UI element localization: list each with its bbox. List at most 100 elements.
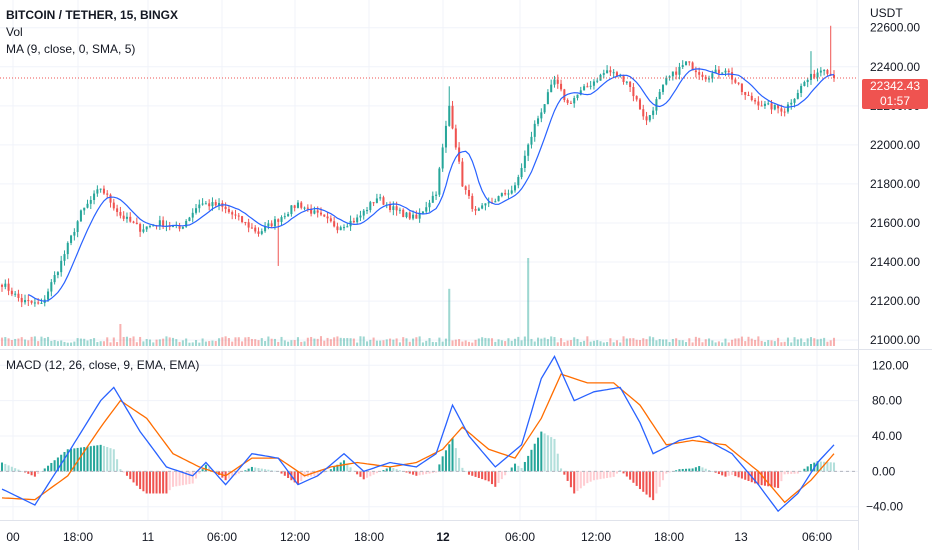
macd-histogram-bar [356,471,359,475]
volume-bar [30,336,33,346]
volume-bar [566,340,569,346]
volume-bar [4,337,7,346]
volume-legend[interactable]: Vol [6,25,23,39]
macd-histogram-bar [708,470,711,472]
candle-body [139,224,142,232]
macd-tick-label: 40.00 [872,429,902,443]
macd-histogram-bar [247,468,250,472]
volume-bar [816,339,819,346]
volume-bar [43,338,46,346]
candle-body [500,193,503,197]
macd-histogram-bar [398,470,401,472]
candle-body [231,212,234,215]
volume-bar [507,338,510,346]
macd-histogram-bar [336,464,339,472]
macd-histogram-bar [188,471,191,485]
macd-histogram-bar [342,460,346,472]
volume-bar [537,337,540,346]
macd-histogram-bar [481,471,484,480]
candle-body [543,104,546,113]
candle-body [7,283,10,291]
candle-body [99,188,102,190]
volume-bar [270,338,273,346]
candle-body [218,202,221,206]
candle-body [79,210,82,222]
candle-body [86,203,89,208]
macd-histogram-bar [484,471,487,481]
macd-histogram-bar [694,467,697,472]
candle-body [684,61,688,66]
candle-body [579,90,582,95]
candle-body [395,206,398,211]
volume-bar [319,336,323,346]
candle-body [204,203,207,205]
candle-body [533,123,536,137]
candle-body [171,225,175,227]
macd-histogram-bar [803,468,806,472]
candle-body [428,202,431,208]
macd-histogram-bar [477,471,480,478]
candle-body [162,220,165,227]
currency-label[interactable]: USDT [870,6,903,20]
macd-histogram-bar [629,471,632,480]
candle-body [375,198,378,203]
volume-bar [254,339,257,346]
volume-bar [158,339,161,346]
candle-body [638,99,641,110]
macd-histogram-bar [609,471,612,478]
symbol-title[interactable]: BITCOIN / TETHER, 15, BINGX [6,8,179,22]
candle-body [691,62,694,71]
candle-body [30,300,33,303]
macd-histogram-bar [592,471,595,481]
volume-bar [510,340,513,346]
volume-bar [527,258,530,346]
macd-legend[interactable]: MACD (12, 26, close, 9, EMA, EMA) [6,358,200,372]
macd-histogram-bar [79,447,82,472]
volume-bar [645,339,648,346]
candle-body [655,99,658,111]
macd-histogram-bar [352,470,355,472]
candle-body [181,226,184,229]
candle-body [287,214,290,217]
candle-body [714,69,717,74]
macd-histogram-bar [569,471,572,488]
macd-histogram-bar [435,471,438,473]
macd-histogram-bar [244,470,247,472]
volume-bar [701,342,704,346]
volume-bar [306,337,309,346]
macd-histogram-bar [24,471,27,473]
candle-body [602,73,605,75]
macd-histogram-bar [777,471,780,488]
macd-histogram-bar [250,466,253,472]
volume-bar [550,336,553,346]
ma-legend[interactable]: MA (9, close, 0, SMA, 5) [6,42,136,56]
candle-body [474,208,477,211]
macd-histogram-bar [50,462,53,472]
volume-bar [27,340,30,346]
macd-histogram-bar [704,468,707,472]
volume-bar [362,336,365,346]
macd-histogram-bar [655,471,658,494]
candle-body [681,65,684,67]
volume-bar [116,342,119,346]
volume-bar [359,336,362,346]
macd-histogram-bar [714,471,717,473]
macd-histogram-bar [490,471,494,485]
volume-bar [563,342,566,346]
macd-histogram-bar [780,471,783,482]
volume-bar [760,340,763,346]
candle-body [352,220,355,223]
macd-histogram-bar [451,438,454,472]
volume-bar [204,341,207,346]
last-price-value: 22342.43 [869,79,921,93]
volume-bar [7,338,10,346]
volume-bar [96,342,99,346]
candle-body [668,76,671,78]
macd-histogram-bar [99,444,102,472]
macd-histogram-bar [415,471,418,476]
volume-bar [129,337,132,346]
volume-bar [109,342,112,346]
candle-body [698,72,701,75]
volume-bar [767,340,770,346]
